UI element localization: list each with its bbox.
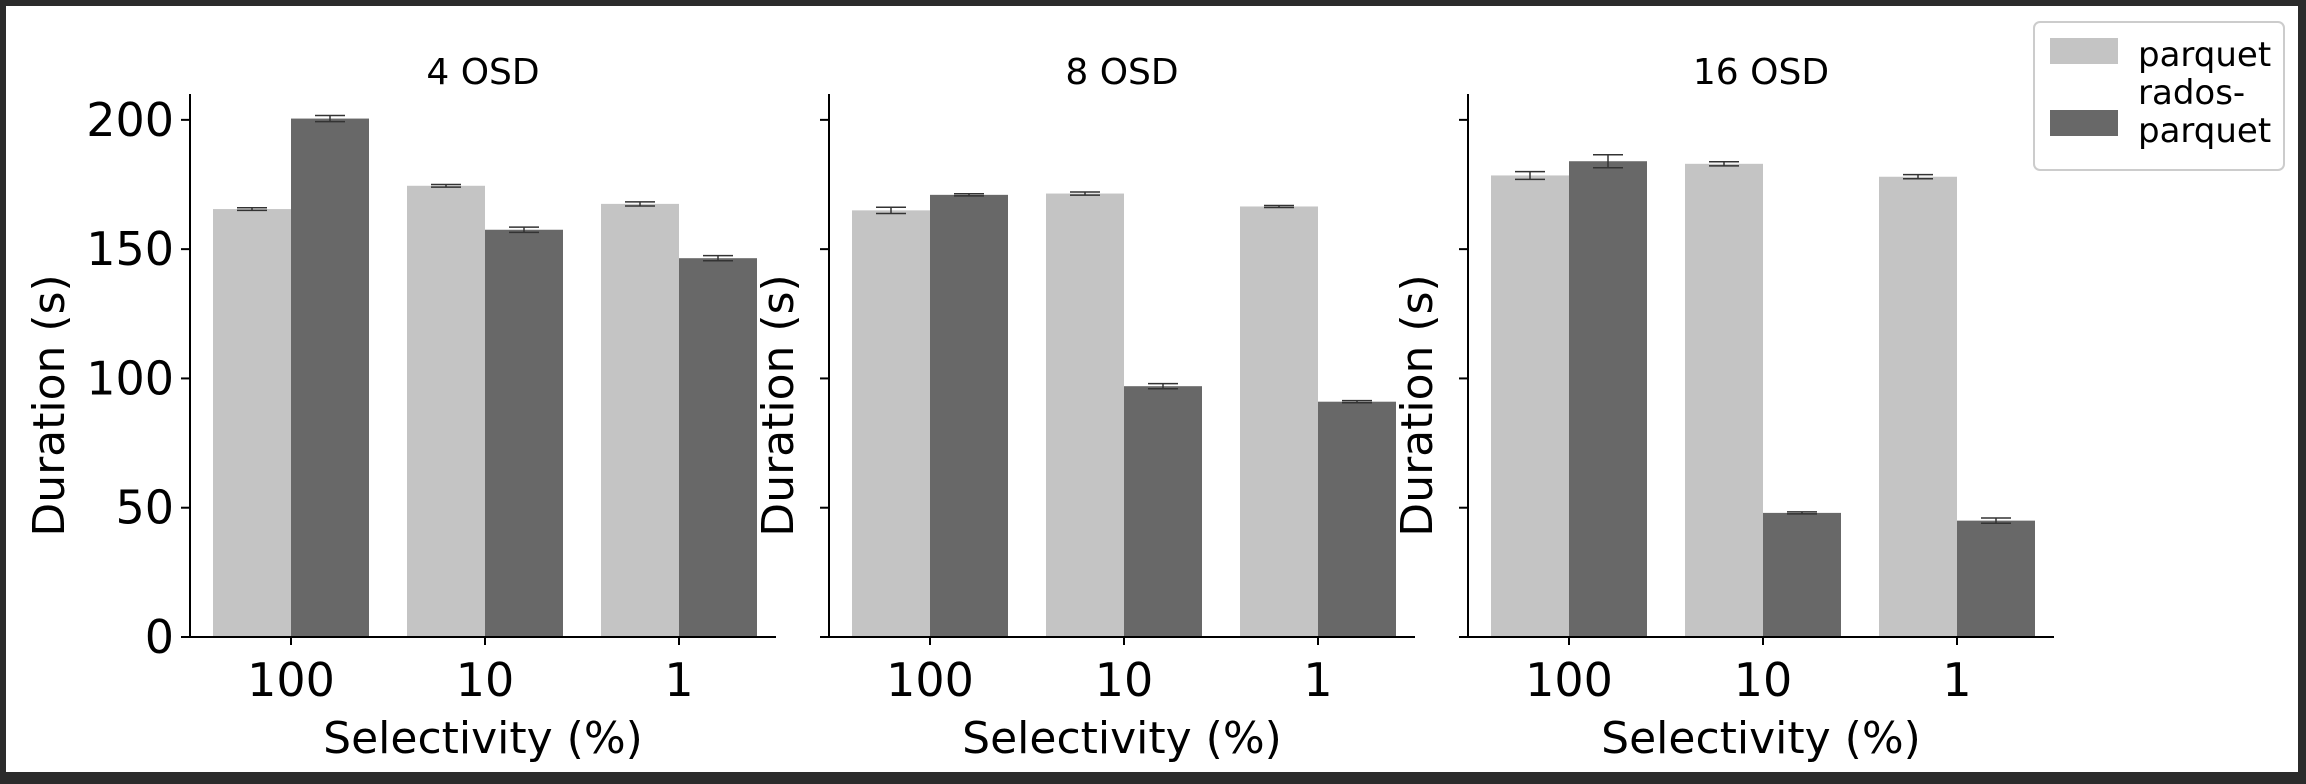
y-axis-label: Duration (s) bbox=[753, 274, 804, 536]
bar-parquet bbox=[407, 185, 485, 638]
x-tick-label: 100 bbox=[886, 653, 974, 707]
x-tick-label: 100 bbox=[247, 653, 335, 707]
bar-rados-parquet bbox=[1318, 401, 1396, 637]
x-tick-label: 10 bbox=[1734, 653, 1793, 707]
y-axis-label: Duration (s) bbox=[24, 274, 75, 536]
bar-rados-parquet bbox=[930, 194, 1008, 638]
x-axis-label: Selectivity (%) bbox=[962, 713, 1282, 764]
bar-rados-parquet bbox=[485, 229, 563, 637]
x-tick-label: 1 bbox=[664, 653, 693, 707]
bar-rados-parquet bbox=[1957, 520, 2035, 637]
bar-rados-parquet bbox=[679, 258, 757, 637]
bar-parquet bbox=[1240, 206, 1318, 637]
y-tick-label: 100 bbox=[86, 351, 174, 405]
panel-title: 8 OSD bbox=[1065, 52, 1178, 93]
bar-rados-parquet bbox=[1763, 512, 1841, 637]
y-tick-label: 50 bbox=[115, 481, 174, 535]
panel-title: 4 OSD bbox=[426, 52, 539, 93]
bar-parquet bbox=[1879, 176, 1957, 637]
y-axis-label: Duration (s) bbox=[1392, 274, 1443, 536]
legend-label: rados- bbox=[2138, 73, 2245, 113]
legend-swatch-1 bbox=[2050, 110, 2118, 136]
x-tick-label: 100 bbox=[1525, 653, 1613, 707]
bar-parquet bbox=[852, 210, 930, 637]
x-axis-label: Selectivity (%) bbox=[323, 713, 643, 764]
y-tick-label: 150 bbox=[86, 222, 174, 276]
x-tick-label: 10 bbox=[1095, 653, 1154, 707]
bar-rados-parquet bbox=[1124, 386, 1202, 637]
x-tick-label: 10 bbox=[456, 653, 515, 707]
figure-frame: 4 OSD 100 10 1 0 50 100 150 200 Selectivity (%) Du… bbox=[6, 6, 2298, 772]
bar-parquet bbox=[601, 203, 679, 637]
y-tick-label: 200 bbox=[86, 93, 174, 147]
y-tick-label: 0 bbox=[145, 610, 174, 664]
panel-title: 16 OSD bbox=[1693, 52, 1829, 93]
bar-parquet bbox=[1685, 163, 1763, 638]
legend-label: parquet bbox=[2138, 35, 2271, 75]
bar-parquet bbox=[1046, 193, 1124, 638]
bar-parquet bbox=[213, 209, 291, 638]
x-axis-label: Selectivity (%) bbox=[1601, 713, 1921, 764]
x-tick-label: 1 bbox=[1303, 653, 1332, 707]
bar-parquet bbox=[1491, 175, 1569, 637]
legend-swatch-0 bbox=[2050, 38, 2118, 64]
x-tick-label: 1 bbox=[1942, 653, 1971, 707]
legend-label: parquet bbox=[2138, 111, 2271, 151]
bar-rados-parquet bbox=[291, 118, 369, 638]
bar-rados-parquet bbox=[1569, 161, 1647, 637]
